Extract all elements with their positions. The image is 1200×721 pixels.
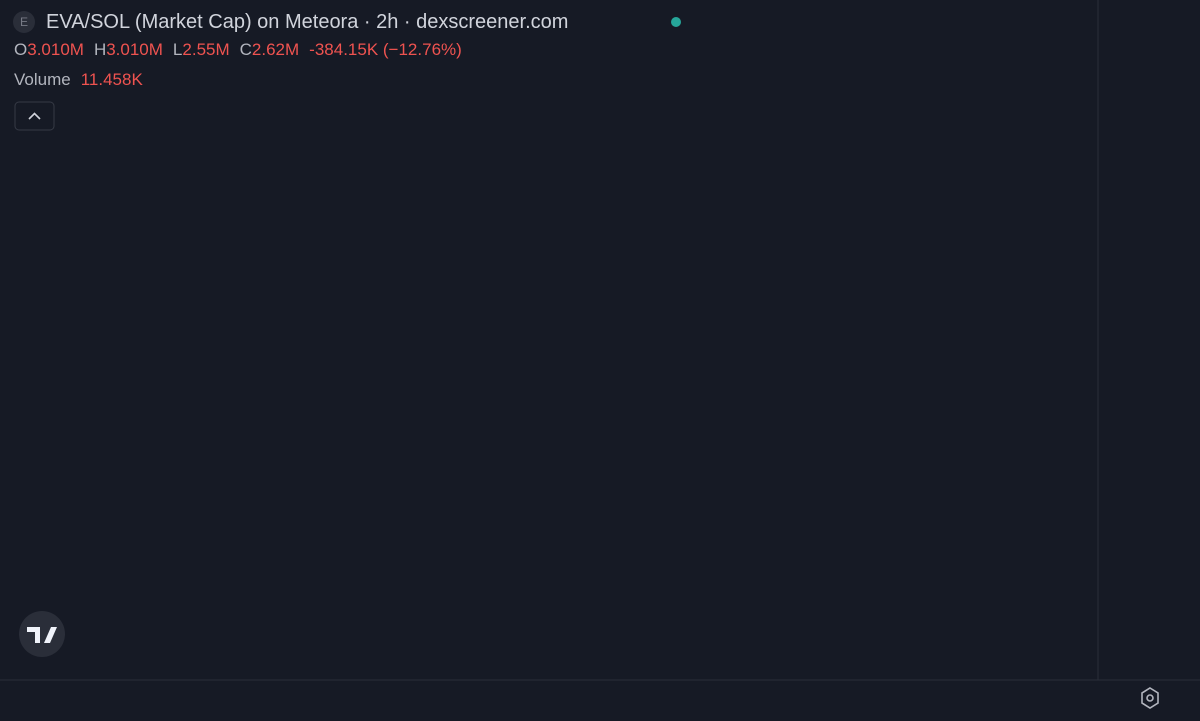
volume-label: Volume bbox=[14, 70, 71, 89]
ohlc-value: 3.010M bbox=[106, 40, 163, 59]
ohlc-value: 2.62M bbox=[251, 40, 300, 59]
change: -384.15K (−12.76%) bbox=[309, 40, 462, 59]
settings-hex bbox=[1141, 687, 1159, 709]
ohlc-value: 2.55M bbox=[182, 40, 230, 59]
collapse-button[interactable] bbox=[14, 101, 55, 131]
status-dot bbox=[671, 17, 681, 27]
title: EVA/SOL (Market Cap) on Meteora · 2h · d… bbox=[46, 11, 569, 33]
collapse-icon bbox=[28, 112, 41, 120]
ohlc-value: 3.010M bbox=[27, 40, 84, 59]
ohlc-label: C bbox=[239, 40, 252, 59]
logo bbox=[13, 11, 35, 33]
logo-letter: E bbox=[20, 15, 28, 29]
volume-value: 11.458K bbox=[80, 70, 143, 89]
ohlc-label: H bbox=[93, 40, 107, 59]
ohlc-label: O bbox=[14, 40, 28, 59]
settings-dot bbox=[1146, 694, 1154, 702]
tv-logo-mark bbox=[27, 627, 57, 643]
tv-logo[interactable] bbox=[19, 611, 65, 657]
volume-row: Volume 11.458K bbox=[14, 70, 143, 90]
ohlc-label: L bbox=[172, 40, 183, 59]
settings-icon[interactable] bbox=[1141, 687, 1159, 709]
ohlc-row: O3.010M H3.010M L2.55M C2.62M -384.15K (−12.… bbox=[14, 40, 462, 60]
